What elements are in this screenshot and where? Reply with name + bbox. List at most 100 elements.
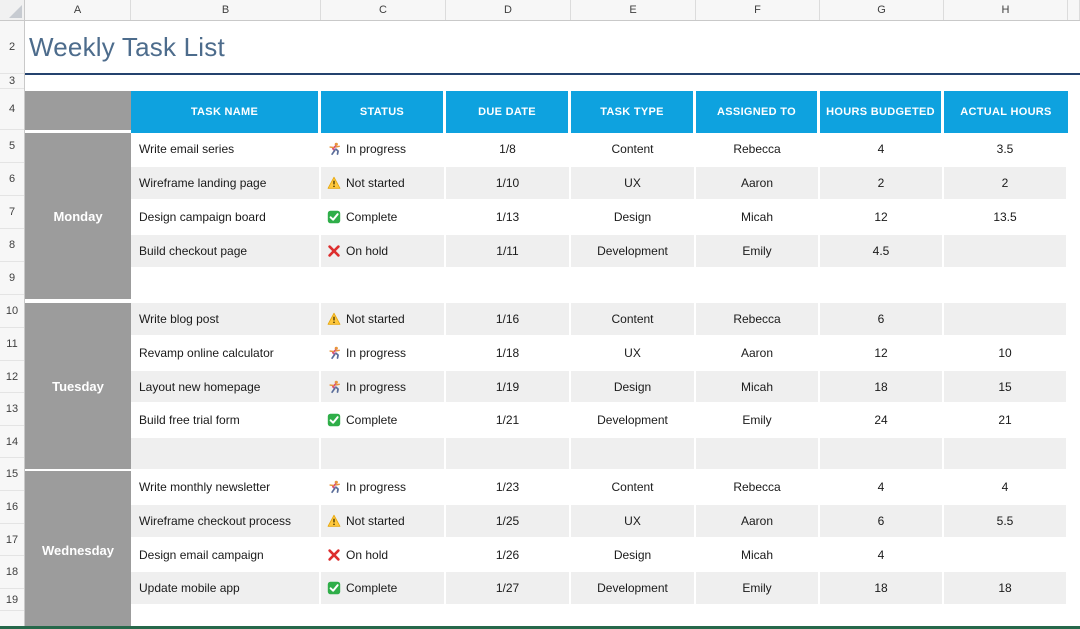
cell-task-row16[interactable]: Wireframe checkout process [131,505,321,539]
cell-status-row13[interactable]: Complete [321,404,446,438]
row-header-7[interactable]: 7 [0,196,24,229]
cell-assigned-to-row12[interactable]: Micah [696,371,820,404]
cell-actual-hours-row12[interactable]: 15 [944,371,1068,404]
cell-task-type-row5[interactable]: Content [571,133,696,167]
cell-due-date-row18[interactable]: 1/27 [446,572,571,606]
cell-assigned-to-row14[interactable] [696,438,820,471]
cell-hours-budgeted-row16[interactable]: 6 [820,505,944,539]
cell-status-row18[interactable]: Complete [321,572,446,606]
cell-actual-hours-row7[interactable]: 13.5 [944,201,1068,235]
cell-hours-budgeted-row9[interactable] [820,269,944,303]
cell-assigned-to-row13[interactable]: Emily [696,404,820,438]
day-column-header-cell[interactable] [25,91,131,130]
cell-assigned-to-row5[interactable]: Rebecca [696,133,820,167]
cell-assigned-to-row6[interactable]: Aaron [696,167,820,201]
cell-assigned-to-row8[interactable]: Emily [696,235,820,269]
cell-task-row5[interactable]: Write email series [131,133,321,167]
row-header-8[interactable]: 8 [0,229,24,262]
cell-due-date-row7[interactable]: 1/13 [446,201,571,235]
cell-status-row16[interactable]: Not started [321,505,446,539]
cell-task-row9[interactable] [131,269,321,303]
row-header-6[interactable]: 6 [0,163,24,196]
cell-task-type-row13[interactable]: Development [571,404,696,438]
cell-assigned-to-row7[interactable]: Micah [696,201,820,235]
cell-hours-budgeted-row7[interactable]: 12 [820,201,944,235]
row-header-16[interactable]: 16 [0,491,24,524]
cell-hours-budgeted-row17[interactable]: 4 [820,539,944,572]
row-header-3[interactable]: 3 [0,74,24,89]
cell-task-row11[interactable]: Revamp online calculator [131,337,321,371]
cell-status-row11[interactable]: In progress [321,337,446,371]
column-header-c[interactable]: C [321,0,446,20]
column-header-e[interactable]: E [571,0,696,20]
row-header-10[interactable]: 10 [0,295,24,328]
cell-due-date-row16[interactable]: 1/25 [446,505,571,539]
table-header-task-name[interactable]: TASK NAME [131,91,321,133]
cell-due-date-row5[interactable]: 1/8 [446,133,571,167]
cell-hours-budgeted-row12[interactable]: 18 [820,371,944,404]
table-header-actual-hours[interactable]: ACTUAL HOURS [944,91,1068,133]
cell-task-type-row15[interactable]: Content [571,471,696,505]
cell-actual-hours-row16[interactable]: 5.5 [944,505,1068,539]
title-cell[interactable]: Weekly Task List [25,21,1080,75]
cell-actual-hours-row15[interactable]: 4 [944,471,1068,505]
cell-hours-budgeted-row5[interactable]: 4 [820,133,944,167]
cell-due-date-row10[interactable]: 1/16 [446,303,571,337]
cell-due-date-row14[interactable] [446,438,571,471]
cell-actual-hours-row5[interactable]: 3.5 [944,133,1068,167]
cell-actual-hours-row14[interactable] [944,438,1068,471]
cell-due-date-row9[interactable] [446,269,571,303]
row-header-18[interactable]: 18 [0,556,24,589]
cell-assigned-to-row17[interactable]: Micah [696,539,820,572]
row-header-14[interactable]: 14 [0,426,24,458]
cell-due-date-row6[interactable]: 1/10 [446,167,571,201]
column-header-h[interactable]: H [944,0,1068,20]
column-header-a[interactable]: A [25,0,131,20]
cell-due-date-row15[interactable]: 1/23 [446,471,571,505]
cell-task-row6[interactable]: Wireframe landing page [131,167,321,201]
cell-status-row15[interactable]: In progress [321,471,446,505]
row-header-4[interactable]: 4 [0,89,24,130]
cell-task-row13[interactable]: Build free trial form [131,404,321,438]
cell-hours-budgeted-row14[interactable] [820,438,944,471]
cell-task-row12[interactable]: Layout new homepage [131,371,321,404]
cell-task-type-row7[interactable]: Design [571,201,696,235]
cell-actual-hours-row9[interactable] [944,269,1068,303]
cell-actual-hours-row8[interactable] [944,235,1068,269]
day-group-tuesday[interactable]: Tuesday [25,303,131,469]
cell-task-type-row9[interactable] [571,269,696,303]
day-group-monday[interactable]: Monday [25,133,131,299]
table-header-hours-budgeted[interactable]: HOURS BUDGETED [820,91,944,133]
column-header-b[interactable]: B [131,0,321,20]
cell-task-type-row11[interactable]: UX [571,337,696,371]
cell-status-row8[interactable]: On hold [321,235,446,269]
table-header-assigned-to[interactable]: ASSIGNED TO [696,91,820,133]
cell-actual-hours-row6[interactable]: 2 [944,167,1068,201]
cell-task-row7[interactable]: Design campaign board [131,201,321,235]
cell-task-type-row18[interactable]: Development [571,572,696,606]
table-header-due-date[interactable]: DUE DATE [446,91,571,133]
cell-actual-hours-row18[interactable]: 18 [944,572,1068,606]
cell-task-type-row17[interactable]: Design [571,539,696,572]
table-header-task-type[interactable]: TASK TYPE [571,91,696,133]
cell-task-type-row10[interactable]: Content [571,303,696,337]
cell-actual-hours-row10[interactable] [944,303,1068,337]
row-header-11[interactable]: 11 [0,328,24,361]
cell-status-row10[interactable]: Not started [321,303,446,337]
cell-task-row8[interactable]: Build checkout page [131,235,321,269]
cell-assigned-to-row18[interactable]: Emily [696,572,820,606]
table-header-status[interactable]: STATUS [321,91,446,133]
cell-due-date-row8[interactable]: 1/11 [446,235,571,269]
cell-due-date-row12[interactable]: 1/19 [446,371,571,404]
cell-assigned-to-row15[interactable]: Rebecca [696,471,820,505]
cell-status-row7[interactable]: Complete [321,201,446,235]
cell-hours-budgeted-row8[interactable]: 4.5 [820,235,944,269]
cell-actual-hours-row17[interactable] [944,539,1068,572]
cell-task-type-row12[interactable]: Design [571,371,696,404]
row-header-15[interactable]: 15 [0,458,24,491]
cell-hours-budgeted-row18[interactable]: 18 [820,572,944,606]
cell-assigned-to-row11[interactable]: Aaron [696,337,820,371]
cell-assigned-to-row16[interactable]: Aaron [696,505,820,539]
row-header-9[interactable]: 9 [0,262,24,295]
cell-hours-budgeted-row15[interactable]: 4 [820,471,944,505]
